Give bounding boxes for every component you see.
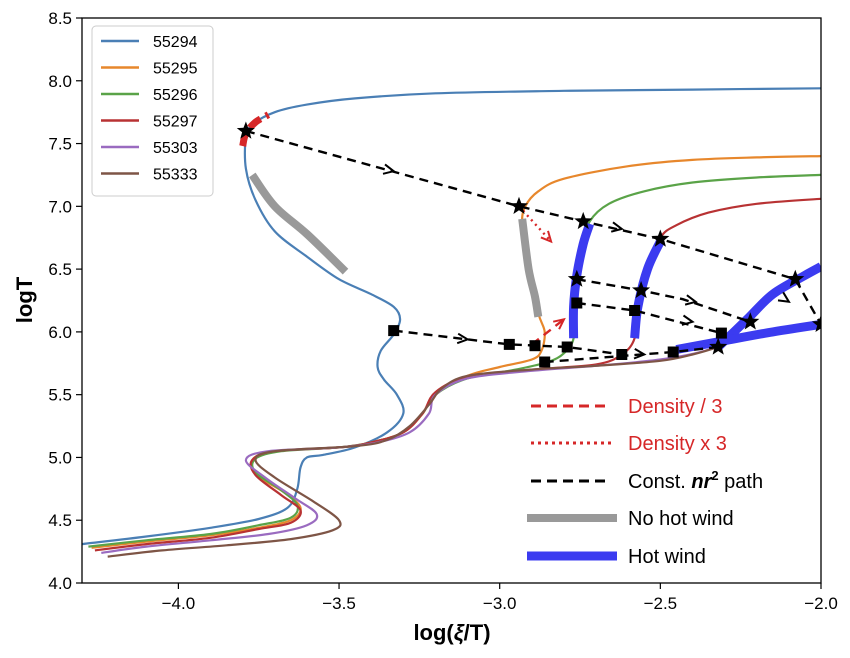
y-tick-label: 5.0: [48, 448, 72, 467]
y-tick-label: 7.5: [48, 135, 72, 154]
const-nr2-path: [393, 329, 622, 356]
legend-label-55303: 55303: [153, 140, 198, 157]
density-x3-path: [518, 205, 552, 243]
path-arrowhead: [633, 348, 647, 360]
legend-const-path-label: Const. nr2 path: [628, 468, 763, 493]
legend-density-div3-label: Density / 3: [628, 396, 722, 418]
square-marker: [529, 340, 541, 352]
path-arrowhead: [456, 332, 470, 345]
hot-wind-segment: [675, 319, 821, 354]
square-marker: [616, 349, 628, 360]
path-arrowhead: [777, 291, 791, 304]
y-tick-label: 6.5: [48, 260, 72, 279]
y-tick-label: 5.5: [48, 386, 72, 405]
legend-density-x3-label: Density x 3: [628, 433, 727, 455]
star-marker: [236, 121, 255, 139]
square-marker: [503, 338, 515, 350]
star-marker: [574, 211, 593, 230]
path-arrowhead: [610, 221, 625, 233]
legend-label-55296: 55296: [153, 87, 198, 104]
series-line-55333: [107, 322, 821, 558]
y-axis-label: logT: [12, 276, 37, 323]
marker-layer: [236, 121, 821, 368]
square-marker: [667, 346, 679, 358]
square-marker: [561, 341, 573, 353]
plot-area: [82, 87, 821, 558]
legend-no-hot-wind-label: No hot wind: [628, 508, 734, 530]
const-nr2-path: [576, 278, 751, 323]
square-marker: [629, 305, 641, 316]
x-tick-label: −2.0: [804, 594, 838, 613]
path-arrowhead: [382, 163, 396, 175]
x-tick-label: −2.5: [644, 594, 678, 613]
density-div3-arrowhead: [552, 317, 566, 330]
square-marker: [715, 327, 727, 339]
legend-label-55297: 55297: [153, 114, 198, 131]
series-layer: [82, 87, 821, 558]
legend-label-55294: 55294: [153, 34, 198, 51]
star-marker: [741, 312, 760, 330]
legend-label-55295: 55295: [153, 61, 198, 78]
density-red-segment: [239, 111, 271, 147]
y-tick-label: 4.0: [48, 574, 72, 593]
y-tick-label: 7.0: [48, 197, 72, 216]
no-hot-wind-segment: [518, 218, 543, 318]
path-arrowhead: [681, 314, 695, 326]
ticks-layer: −4.0 −3.5 −3.0 −2.5 −2.0 4.0 4.5 5.0 5.5 6.0 6.5 7.…: [48, 9, 837, 613]
x-tick-label: −3.0: [483, 594, 517, 613]
y-tick-label: 6.0: [48, 323, 72, 342]
square-marker: [388, 325, 400, 337]
no-hot-wind-segment: [248, 172, 349, 275]
hot-wind-segment: [715, 262, 821, 351]
legend-label-55333: 55333: [153, 167, 198, 184]
x-axis-label: log(ξ/T): [413, 620, 490, 645]
x-tick-label: −3.5: [322, 594, 356, 613]
star-marker: [786, 269, 805, 287]
star-marker: [567, 269, 586, 287]
y-tick-label: 4.5: [48, 511, 72, 530]
density-x3-arrowhead: [540, 230, 553, 244]
path-arrowhead: [684, 294, 698, 306]
y-tick-label: 8.5: [48, 9, 72, 28]
series-line-55294: [82, 87, 821, 546]
star-marker: [509, 196, 528, 214]
const-nr2-path: [245, 129, 821, 325]
const-nr2-path: [576, 301, 722, 335]
y-tick-label: 8.0: [48, 72, 72, 91]
star-marker: [651, 229, 670, 247]
square-marker: [571, 297, 583, 309]
star-marker: [709, 337, 728, 355]
plot-frame: [81, 17, 822, 584]
star-marker: [812, 314, 821, 332]
star-marker: [632, 281, 651, 299]
x-tick-label: −4.0: [162, 594, 196, 613]
legend-annotations: Density / 3 Density x 3 Const. nr2 path …: [527, 396, 763, 568]
square-marker: [539, 356, 551, 368]
legend-hot-wind-label: Hot wind: [628, 546, 706, 568]
legend: 55294 55295 55296 55297 55303 55333: [91, 25, 214, 197]
